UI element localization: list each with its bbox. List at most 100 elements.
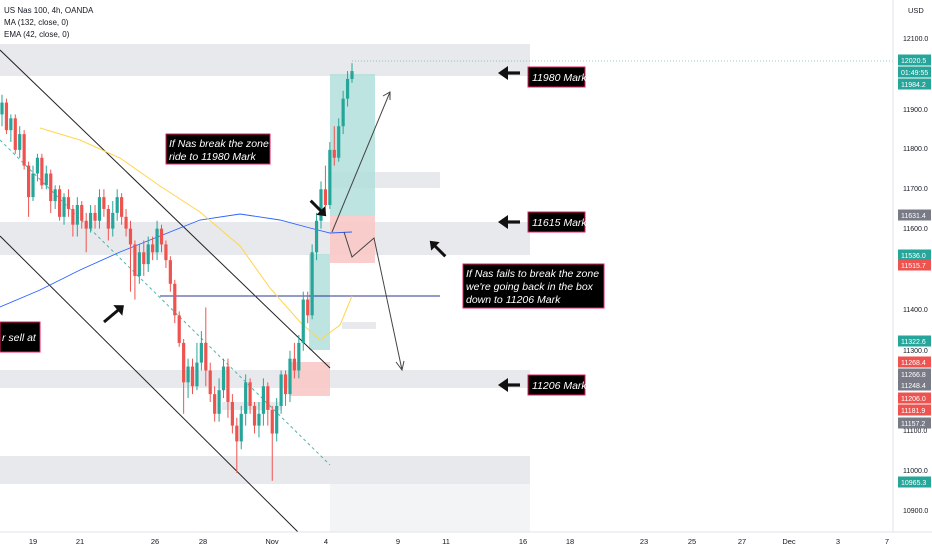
channel-lower-line xyxy=(0,235,301,535)
mark-mid-box xyxy=(527,211,586,233)
price-tag: 11206.0 xyxy=(898,392,931,404)
candle xyxy=(288,350,292,402)
candle-body xyxy=(142,252,146,265)
note-break-box xyxy=(165,133,271,165)
candle-body xyxy=(84,220,88,229)
candle xyxy=(283,370,288,406)
price-axis[interactable]: USD 12100.011900.011800.011700.011600.01… xyxy=(892,0,932,532)
annotation-labels: If Nas break the zone ride to 11980 Mark… xyxy=(0,66,605,396)
candle-body xyxy=(239,413,243,442)
price-tag-text: 11515.7 xyxy=(901,263,926,270)
candle xyxy=(261,378,265,426)
candle xyxy=(345,71,350,107)
price-tick-label: 11600.0 xyxy=(903,226,928,233)
candle-body xyxy=(102,197,106,209)
candle-body xyxy=(310,252,314,316)
price-tag-text: 11157.2 xyxy=(901,421,925,428)
candle xyxy=(89,205,93,233)
price-tag-text: 11181.9 xyxy=(901,408,925,415)
candle-body xyxy=(292,358,297,371)
price-tick-label: 12100.0 xyxy=(903,36,928,43)
candle xyxy=(310,244,314,320)
candle xyxy=(199,331,203,371)
candle xyxy=(337,118,341,162)
price-tag-bg xyxy=(898,249,931,261)
note-left-box xyxy=(0,321,41,353)
candle xyxy=(93,205,97,229)
price-tag: 10965.3 xyxy=(898,476,931,488)
candle-body xyxy=(80,205,84,221)
candle xyxy=(244,374,248,426)
candle-body xyxy=(244,382,248,414)
candle xyxy=(328,141,332,209)
candle-body xyxy=(115,197,119,213)
price-tag-text: 10965.3 xyxy=(901,480,926,487)
candle xyxy=(66,189,71,217)
note-left-text: r sell at xyxy=(2,332,37,344)
date-tick-label: 28 xyxy=(199,537,207,546)
date-tick-label: 25 xyxy=(688,537,696,546)
price-tick-labels: 12100.0 11900.0 11800.0 11700.0 11600.0 11400… xyxy=(903,36,928,515)
price-tick-label: 11700.0 xyxy=(903,186,928,193)
price-tag: 12020.5 xyxy=(898,54,931,66)
candle-body xyxy=(9,118,13,131)
candle-body xyxy=(208,370,212,395)
candle xyxy=(190,358,195,395)
candle xyxy=(221,358,226,399)
candle xyxy=(208,362,212,402)
candle-body xyxy=(213,394,217,414)
mark-top-box xyxy=(527,66,586,88)
price-tag: 11266.8 xyxy=(898,368,931,380)
arrow-icon-low-mark xyxy=(498,378,520,392)
price-tag: 11631.4 xyxy=(898,209,931,221)
trendlines xyxy=(0,49,932,535)
channel-mid-dashed xyxy=(0,139,331,466)
price-tags: 12020.5 01:49:55 11984.2 11631.4 11536.0 1151… xyxy=(898,54,931,488)
price-tag-bg xyxy=(898,392,931,404)
candle-body xyxy=(319,189,323,221)
zone-tiny xyxy=(222,402,282,410)
candle-body xyxy=(128,228,133,245)
date-tick-labels: 19 21 26 28 Nov 4 9 11 16 18 23 25 27 Dec 3 7 xyxy=(29,537,889,546)
price-tag-text: 11322.6 xyxy=(901,339,926,346)
ma-legend: MA (132, close, 0) xyxy=(4,18,69,27)
candle xyxy=(151,236,155,261)
trade-boxes xyxy=(290,74,375,396)
ema-line xyxy=(39,127,353,341)
candle xyxy=(75,197,79,237)
candle-body xyxy=(230,401,234,426)
candle xyxy=(213,386,217,422)
price-tag-bg xyxy=(898,259,931,271)
candle-body xyxy=(275,405,279,434)
mark-low-text: 11206 Mark xyxy=(532,380,587,392)
date-tick-label: 7 xyxy=(885,537,889,546)
candle xyxy=(31,165,35,202)
candle-body xyxy=(133,244,137,276)
candle-body xyxy=(120,197,124,217)
candle-body xyxy=(18,134,22,150)
note-break-line1: If Nas break the zone xyxy=(169,138,269,150)
candle xyxy=(9,114,13,142)
candle-body xyxy=(186,366,190,383)
candle-body xyxy=(221,366,226,391)
projection-up-arrow-head xyxy=(382,91,391,100)
price-tag-text: 12020.5 xyxy=(901,58,926,65)
price-zones xyxy=(0,44,530,534)
candle-body xyxy=(53,189,57,202)
candle xyxy=(62,193,66,225)
candle-body xyxy=(124,216,128,229)
candle xyxy=(133,240,137,300)
candle xyxy=(124,208,128,237)
date-tick-label: 11 xyxy=(442,537,450,546)
price-tag-text: 11248.4 xyxy=(901,383,926,390)
candle xyxy=(204,307,208,387)
time-axis[interactable]: 19 21 26 28 Nov 4 9 11 16 18 23 25 27 Dec 3 7 xyxy=(0,531,932,550)
candle-body xyxy=(159,228,164,245)
candle xyxy=(350,63,354,83)
candle xyxy=(102,189,106,217)
price-tag-bg xyxy=(898,476,931,488)
projection-arrows xyxy=(103,66,520,392)
candle xyxy=(292,342,297,379)
candle-body xyxy=(190,366,195,387)
